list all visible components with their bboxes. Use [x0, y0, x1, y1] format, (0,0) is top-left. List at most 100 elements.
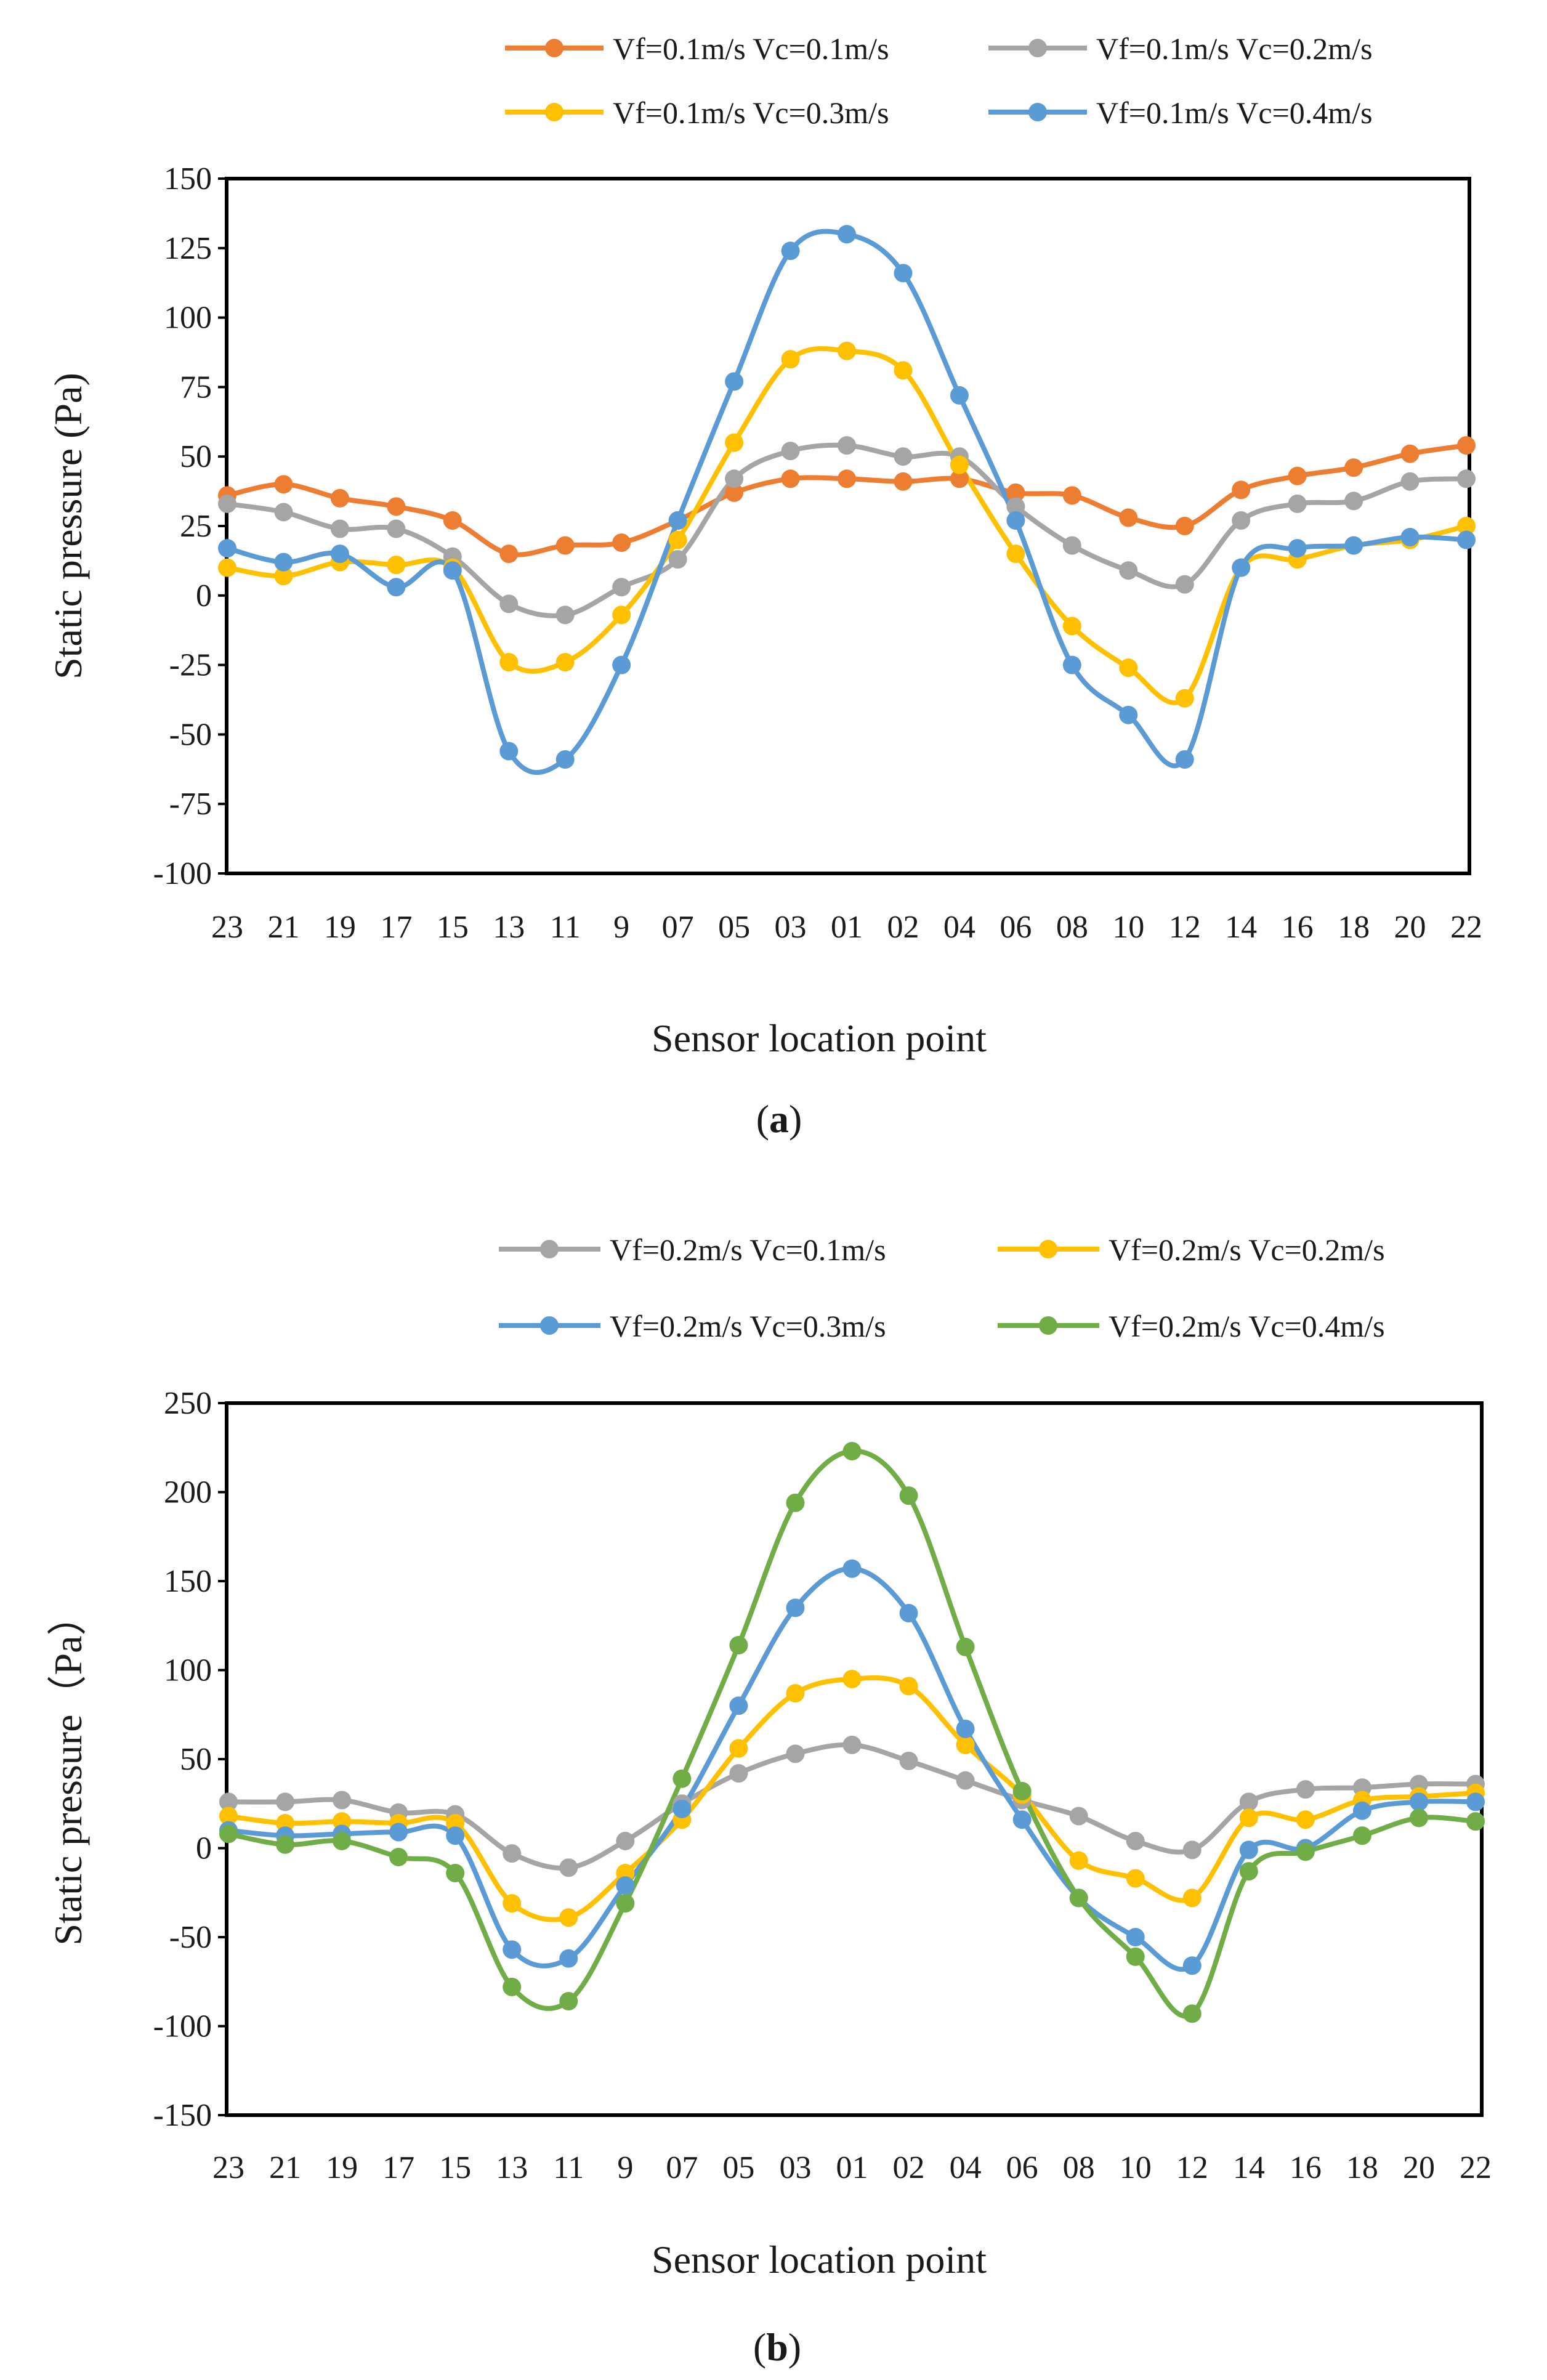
x-tick-label-b-20: 18 [1346, 2150, 1378, 2185]
data-point-a-1-5 [499, 594, 519, 613]
data-point-a-3-22 [1457, 530, 1476, 549]
data-point-b-3-16 [1126, 1947, 1145, 1966]
data-point-b-3-2 [333, 1831, 352, 1850]
data-point-b-1-5 [503, 1894, 522, 1913]
data-point-a-0-2 [330, 488, 349, 508]
legend-label-a-2: Vf=0.1m/s Vc=0.3m/s [613, 95, 889, 130]
x-tick-label-a-12: 02 [887, 910, 919, 945]
x-tick-label-a-11: 01 [831, 910, 863, 945]
data-point-a-0-6 [555, 536, 575, 555]
data-point-b-2-12 [899, 1604, 918, 1623]
legend-a: Vf=0.1m/s Vc=0.1m/s Vf=0.1m/s Vc=0.2m/s … [505, 31, 1373, 130]
data-point-b-2-8 [673, 1799, 692, 1818]
x-tick-label-b-1: 21 [269, 2150, 301, 2185]
y-tick-label-b-8: 250 [164, 1386, 212, 1421]
x-tick-label-b-16: 10 [1120, 2150, 1152, 2185]
data-point-a-2-16 [1119, 658, 1138, 678]
x-tick-label-b-7: 9 [617, 2150, 633, 2185]
data-point-b-2-22 [1466, 1792, 1485, 1811]
x-tick-label-b-22: 22 [1460, 2150, 1492, 2185]
data-point-b-2-7 [616, 1876, 635, 1895]
data-point-b-3-19 [1296, 1842, 1315, 1861]
data-point-a-0-11 [838, 469, 856, 488]
legend-item-b-0: Vf=0.2m/s Vc=0.1m/s [499, 1232, 886, 1267]
data-point-a-3-17 [1175, 750, 1194, 769]
data-point-b-2-9 [729, 1696, 748, 1715]
y-tick-label-a-0: -100 [153, 856, 212, 891]
x-tick-label-a-21: 20 [1394, 910, 1426, 945]
data-point-a-0-12 [894, 472, 913, 491]
data-point-b-2-20 [1352, 1801, 1371, 1820]
data-point-b-2-4 [446, 1826, 465, 1845]
data-point-a-2-10 [781, 350, 800, 369]
data-point-b-2-6 [559, 1949, 578, 1968]
data-point-a-0-20 [1344, 458, 1363, 477]
x-tick-label-a-18: 14 [1225, 910, 1257, 945]
data-point-a-0-3 [387, 497, 406, 516]
data-point-a-1-14 [1006, 497, 1025, 516]
legend-label-b-0: Vf=0.2m/s Vc=0.1m/s [610, 1232, 886, 1267]
data-point-b-1-13 [956, 1735, 975, 1754]
data-point-a-2-7 [612, 605, 631, 625]
panel-label-a: (a) [756, 1097, 802, 1141]
data-point-b-1-0 [219, 1807, 238, 1826]
panel-label-a-open: ( [756, 1097, 769, 1141]
data-point-a-2-9 [725, 433, 744, 452]
x-tick-label-b-9: 05 [722, 2150, 754, 2185]
data-point-b-0-7 [616, 1831, 635, 1850]
legend-marker-a-0 [545, 39, 563, 57]
data-point-b-0-10 [786, 1744, 805, 1763]
data-point-a-1-18 [1232, 511, 1251, 530]
data-point-a-0-18 [1232, 480, 1251, 500]
legend-marker-a-2 [545, 103, 563, 121]
data-point-a-3-4 [443, 561, 462, 580]
legend-marker-b-0 [540, 1240, 559, 1258]
x-tick-label-a-4: 15 [437, 910, 469, 945]
x-tick-label-a-10: 03 [775, 910, 807, 945]
x-tick-label-a-8: 07 [662, 910, 694, 945]
x-tick-label-b-2: 19 [326, 2150, 358, 2185]
data-point-a-2-3 [387, 556, 406, 575]
data-point-a-1-3 [387, 519, 406, 538]
y-axis-ticks-b: -150 -100 -50 0 50 100 150 200 250 [153, 1386, 227, 2133]
y-tick-label-a-10: 150 [164, 161, 212, 196]
plot-frame-a [225, 177, 1471, 875]
data-point-a-1-6 [555, 605, 575, 625]
x-tick-label-a-22: 22 [1450, 910, 1482, 945]
data-point-a-0-15 [1062, 486, 1081, 505]
y-tick-label-a-6: 50 [180, 439, 212, 474]
data-point-b-3-3 [389, 1847, 408, 1866]
legend-marker-a-3 [1028, 103, 1047, 121]
panel-label-b-open: ( [753, 2325, 766, 2369]
data-point-a-2-0 [218, 558, 236, 577]
data-point-a-0-4 [443, 511, 462, 530]
y-tick-label-a-1: -75 [169, 787, 212, 822]
y-tick-label-a-5: 25 [180, 509, 212, 544]
y-axis-label-b: Static pressure（Pa） [46, 1597, 90, 1946]
data-point-a-0-22 [1457, 436, 1476, 455]
x-tick-label-b-15: 08 [1063, 2150, 1095, 2185]
data-point-a-3-7 [612, 655, 631, 674]
data-point-b-2-21 [1409, 1792, 1428, 1811]
data-point-b-3-21 [1409, 1808, 1428, 1827]
chart-panel-a: Vf=0.1m/s Vc=0.1m/s Vf=0.1m/s Vc=0.2m/s … [46, 31, 1482, 1141]
data-point-a-2-1 [274, 567, 293, 586]
x-tick-label-b-3: 17 [382, 2150, 414, 2185]
panel-label-b-letter: b [766, 2325, 788, 2369]
x-tick-label-a-9: 05 [718, 910, 750, 945]
series-line-b-2 [226, 1566, 1478, 1972]
data-point-b-2-16 [1126, 1928, 1145, 1946]
x-tick-label-b-18: 14 [1233, 2150, 1265, 2185]
x-axis-label-a: Sensor location point [652, 1016, 987, 1060]
chart-panel-b: Vf=0.2m/s Vc=0.1m/s Vf=0.2m/s Vc=0.2m/s … [46, 1232, 1492, 2369]
data-point-b-1-9 [729, 1739, 748, 1758]
data-point-b-0-2 [333, 1791, 352, 1810]
data-point-a-2-22 [1457, 517, 1476, 535]
x-tick-label-a-19: 16 [1282, 910, 1314, 945]
data-point-b-1-17 [1182, 1888, 1202, 1908]
data-point-b-3-5 [503, 1977, 522, 1996]
data-point-b-3-0 [219, 1824, 238, 1844]
x-tick-label-b-11: 01 [836, 2150, 868, 2185]
data-point-a-1-20 [1344, 492, 1363, 511]
data-point-a-3-1 [274, 552, 293, 572]
